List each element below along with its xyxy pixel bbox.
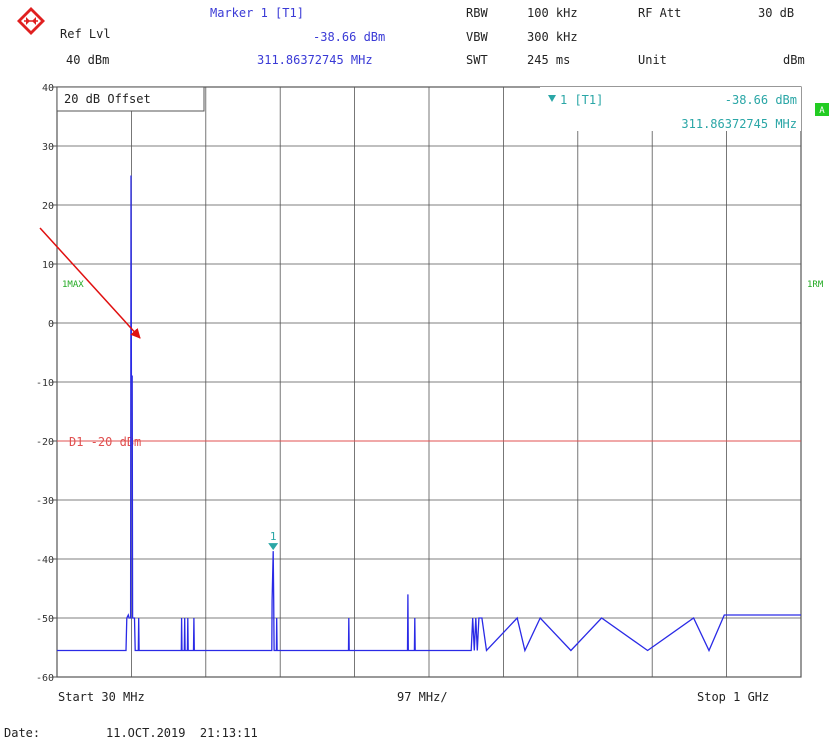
rbw-value: 100 kHz xyxy=(527,6,578,20)
marker-title: Marker 1 [T1] xyxy=(210,6,304,20)
right-trace-label: 1RM xyxy=(807,280,824,290)
y-tick-label: 20 xyxy=(42,201,54,212)
trace-a-badge xyxy=(815,103,829,116)
rf-att-label: RF Att xyxy=(638,6,682,20)
left-trace-label: 1MAX xyxy=(62,280,84,290)
span-per-division-label: 97 MHz/ xyxy=(397,690,448,704)
annotation-arrow xyxy=(39,227,141,339)
y-tick-label: 30 xyxy=(42,142,54,153)
y-tick-label: 40 xyxy=(42,83,54,94)
rbw-label: RBW xyxy=(466,6,488,20)
marker-info-box xyxy=(540,87,801,131)
marker-info-label: 1 [T1] xyxy=(560,93,603,107)
y-tick-label: -60 xyxy=(36,673,54,684)
start-frequency-label: Start 30 MHz xyxy=(58,690,145,704)
offset-label-box xyxy=(56,86,205,112)
trace-1 xyxy=(57,175,801,653)
stop-frequency-label: Stop 1 GHz xyxy=(697,690,770,704)
marker-info-triangle-icon xyxy=(548,95,556,102)
vbw-label: VBW xyxy=(466,30,488,44)
y-axis-ticks: 40 30 20 10 0 -10 -20 -30 -40 -50 -60 xyxy=(36,83,57,684)
y-tick-label: -10 xyxy=(36,378,54,389)
y-tick-label: -50 xyxy=(36,614,54,625)
y-tick-label: 10 xyxy=(42,260,54,271)
marker-info-level: -38.66 dBm xyxy=(725,93,797,107)
date-value: 11.OCT.2019 21:13:11 xyxy=(106,726,258,740)
marker-frequency: 311.86372745 MHz xyxy=(257,53,373,67)
swt-label: SWT xyxy=(466,53,488,67)
marker-1-number: 1 xyxy=(270,530,277,543)
y-tick-label: 0 xyxy=(48,319,54,330)
marker-level: -38.66 dBm xyxy=(313,30,386,44)
marker-info-frequency: 311.86372745 MHz xyxy=(681,117,797,131)
vbw-value: 300 kHz xyxy=(527,30,578,44)
offset-label: 20 dB Offset xyxy=(64,92,151,106)
swt-value: 245 ms xyxy=(527,53,571,67)
y-tick-label: -20 xyxy=(36,437,54,448)
unit-label: Unit xyxy=(638,53,667,67)
ref-lvl-value: 40 dBm xyxy=(66,53,110,67)
plot-grid xyxy=(56,86,802,678)
trace-a-badge-label: A xyxy=(819,106,825,116)
display-line-label: D1 -20 dBm xyxy=(69,435,141,449)
y-tick-label: -40 xyxy=(36,555,54,566)
date-label: Date: xyxy=(4,726,41,740)
ref-lvl-label: Ref Lvl xyxy=(60,27,111,41)
rohde-schwarz-logo-icon xyxy=(17,7,45,35)
unit-value: dBm xyxy=(783,53,805,67)
marker-1-triangle xyxy=(268,543,279,551)
y-tick-label: -30 xyxy=(36,496,54,507)
rf-att-value: 30 dB xyxy=(758,6,795,20)
